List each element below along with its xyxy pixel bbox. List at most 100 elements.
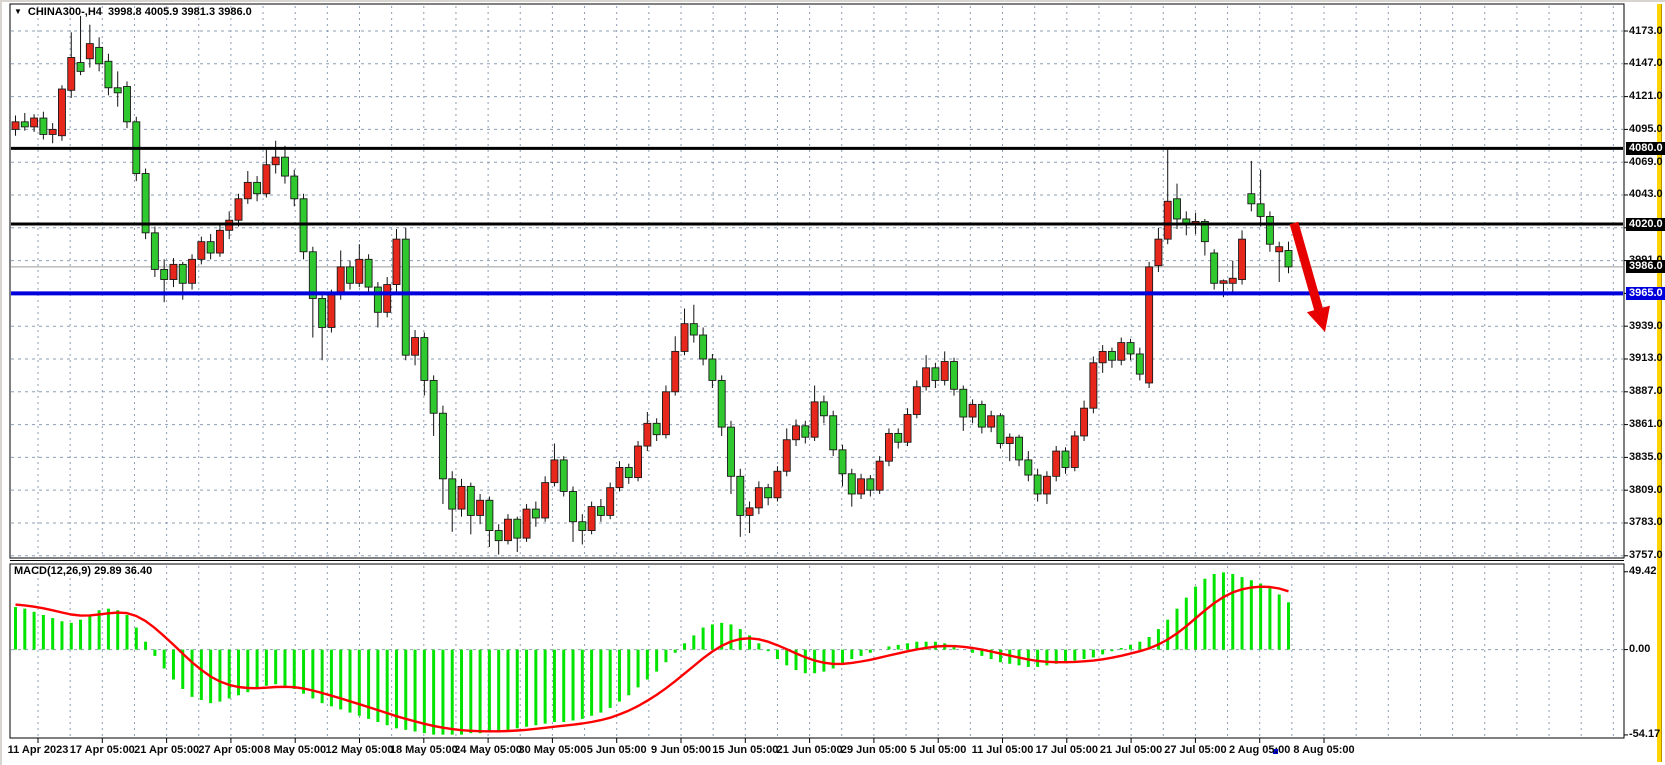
candle-body [652, 422, 661, 436]
time-axis-label: 17 Apr 05:00 [69, 744, 135, 756]
candle-body [950, 361, 958, 390]
main-panel-border [9, 3, 1625, 559]
candle-body [48, 128, 57, 135]
candle-body [504, 518, 512, 542]
trend-arrow-shaft [1289, 221, 1325, 316]
time-axis-label: 21 Apr 05:00 [134, 744, 200, 756]
price-axis-label: 4173.0 [1629, 24, 1663, 37]
time-axis-label: 24 May 05:00 [454, 744, 523, 756]
candle-body [708, 358, 717, 381]
time-axis-label: 5 Jun 05:00 [586, 744, 647, 756]
candle-body [1052, 450, 1061, 477]
candle-body [838, 449, 847, 475]
candle-body [178, 263, 187, 284]
candle-body [745, 507, 754, 516]
candle-body [355, 258, 364, 284]
candle-body [1042, 475, 1051, 495]
candle-body [160, 268, 169, 280]
time-axis-label: 21 Jun 05:00 [776, 744, 843, 756]
candle-body [281, 156, 289, 177]
candle-body [364, 258, 373, 288]
candle-body [1228, 277, 1237, 284]
candle-body [308, 251, 317, 299]
candle-body [541, 482, 550, 519]
time-axis-label: 12 May 05:00 [325, 744, 394, 756]
candle-body [476, 499, 485, 516]
candle-body [11, 121, 20, 130]
candle-body [188, 258, 196, 284]
candle-body [1089, 362, 1098, 409]
candle-body [39, 117, 48, 135]
time-axis-label: 8 May 05:00 [264, 744, 327, 756]
candle-body [782, 439, 791, 472]
candle-body [894, 432, 903, 443]
level-price-tag: 3965.0 [1626, 286, 1665, 300]
candle-body [661, 391, 670, 436]
price-axis-label: 3913.0 [1629, 352, 1663, 365]
price-axis-label: 3783.0 [1629, 516, 1663, 529]
price-axis-label: 4069.0 [1629, 155, 1663, 168]
macd-indicator-label: MACD(12,26,9) 29.89 36.40 [14, 565, 153, 577]
candle-body [206, 241, 215, 254]
price-axis-label: 4095.0 [1629, 122, 1663, 135]
candle-body [1033, 474, 1042, 495]
time-axis-label: 21 Jul 05:00 [1099, 744, 1163, 756]
candle-body [150, 232, 159, 270]
candle-body [1135, 353, 1144, 375]
candle-body [959, 388, 968, 418]
time-axis-label: 17 Jul 05:00 [1035, 744, 1098, 756]
chevron-down-icon[interactable]: ▼ [14, 7, 22, 16]
candle-body [1219, 280, 1228, 284]
candle-body [606, 487, 615, 516]
candle-body [884, 432, 893, 462]
time-axis-label: 8 Aug 05:00 [1293, 744, 1355, 756]
candle-body [987, 415, 996, 428]
candle-body [634, 445, 643, 479]
candle-body [1200, 221, 1209, 243]
candle-body [931, 367, 940, 381]
candle-body [1024, 459, 1033, 476]
candle-body [429, 379, 438, 414]
candle-body [680, 323, 689, 352]
level-price-tag: 4080.0 [1626, 141, 1665, 155]
candle-body [411, 337, 420, 356]
price-axis-label: 3809.0 [1629, 483, 1663, 496]
candle-body [169, 263, 178, 280]
candle-body [373, 286, 382, 313]
candle-body [327, 294, 336, 328]
candle-body [104, 60, 113, 89]
candle-body [234, 198, 243, 221]
candle-body [1210, 252, 1219, 284]
macd-axis-label: 49.42 [1629, 565, 1657, 578]
candle-body [1117, 342, 1126, 361]
candle-body [996, 415, 1005, 444]
candle-body [1126, 342, 1135, 355]
candle-body [968, 403, 977, 418]
candle-body [764, 487, 773, 499]
candle-body [671, 350, 680, 393]
time-axis-label: 27 Jul 05:00 [1164, 744, 1227, 756]
price-axis-label: 4043.0 [1629, 188, 1663, 201]
time-axis-label: 5 Jul 05:00 [910, 744, 967, 756]
candle-body [1275, 246, 1284, 253]
chart-ohlc-label: 3998.8 4005.9 3981.3 3986.0 [108, 6, 252, 18]
candle-body [420, 337, 429, 381]
candle-body [875, 460, 884, 491]
time-axis-label: 2 Aug 05:00 [1229, 744, 1291, 756]
candle-body [717, 379, 726, 428]
candle-body [857, 478, 866, 495]
candle-body [485, 499, 494, 532]
chart-symbol-label: CHINA300-,H4 [27, 6, 102, 18]
candle-body [587, 506, 596, 532]
candle-body [290, 175, 299, 200]
macd-axis-label: -54.17 [1629, 728, 1661, 741]
candle-body [689, 323, 698, 336]
chart-title: ▼ CHINA300-,H4 3998.8 4005.9 3981.3 3986.… [14, 6, 252, 18]
candle-body [438, 412, 447, 480]
candle-body [736, 475, 745, 516]
current-price-tag: 3986.0 [1626, 260, 1665, 274]
candle-body [1145, 266, 1154, 384]
candle-body [346, 266, 354, 284]
candle-body [699, 334, 708, 360]
